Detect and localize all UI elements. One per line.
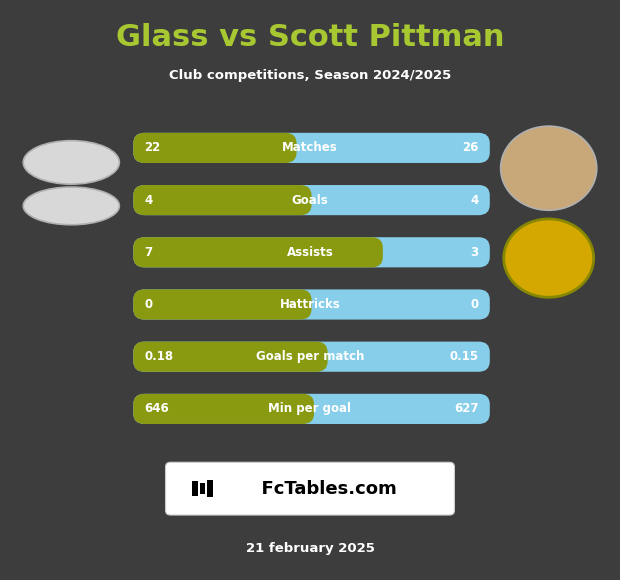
Text: Matches: Matches [282,142,338,154]
FancyBboxPatch shape [133,289,490,320]
Text: 21 february 2025: 21 february 2025 [246,542,374,554]
Text: Glass vs Scott Pittman: Glass vs Scott Pittman [116,23,504,52]
Text: 7: 7 [144,246,153,259]
Text: Assists: Assists [286,246,334,259]
FancyBboxPatch shape [133,133,296,163]
FancyBboxPatch shape [207,480,213,497]
Text: 4: 4 [144,194,153,206]
FancyBboxPatch shape [133,394,314,424]
FancyBboxPatch shape [133,394,490,424]
Text: FcTables.com: FcTables.com [249,480,396,498]
Text: Hattricks: Hattricks [280,298,340,311]
Text: Club competitions, Season 2024/2025: Club competitions, Season 2024/2025 [169,69,451,82]
FancyBboxPatch shape [133,342,490,372]
FancyBboxPatch shape [133,237,383,267]
FancyBboxPatch shape [133,133,490,163]
Text: 0.15: 0.15 [450,350,479,363]
FancyBboxPatch shape [166,462,454,515]
Text: 3: 3 [471,246,479,259]
Text: 646: 646 [144,403,169,415]
FancyBboxPatch shape [200,484,205,494]
FancyBboxPatch shape [133,289,311,320]
Ellipse shape [504,219,594,297]
Text: Goals: Goals [291,194,329,206]
Text: Min per goal: Min per goal [268,403,352,415]
FancyBboxPatch shape [133,185,311,215]
Text: 0: 0 [144,298,153,311]
Text: 0: 0 [471,298,479,311]
Text: 22: 22 [144,142,161,154]
FancyBboxPatch shape [133,185,490,215]
Text: 4: 4 [471,194,479,206]
FancyBboxPatch shape [133,237,490,267]
Ellipse shape [24,141,120,184]
Ellipse shape [501,126,596,211]
Text: 26: 26 [463,142,479,154]
Text: 627: 627 [454,403,479,415]
Ellipse shape [24,187,120,224]
FancyBboxPatch shape [192,481,198,496]
Text: 0.18: 0.18 [144,350,174,363]
Text: Goals per match: Goals per match [256,350,364,363]
FancyBboxPatch shape [133,342,327,372]
